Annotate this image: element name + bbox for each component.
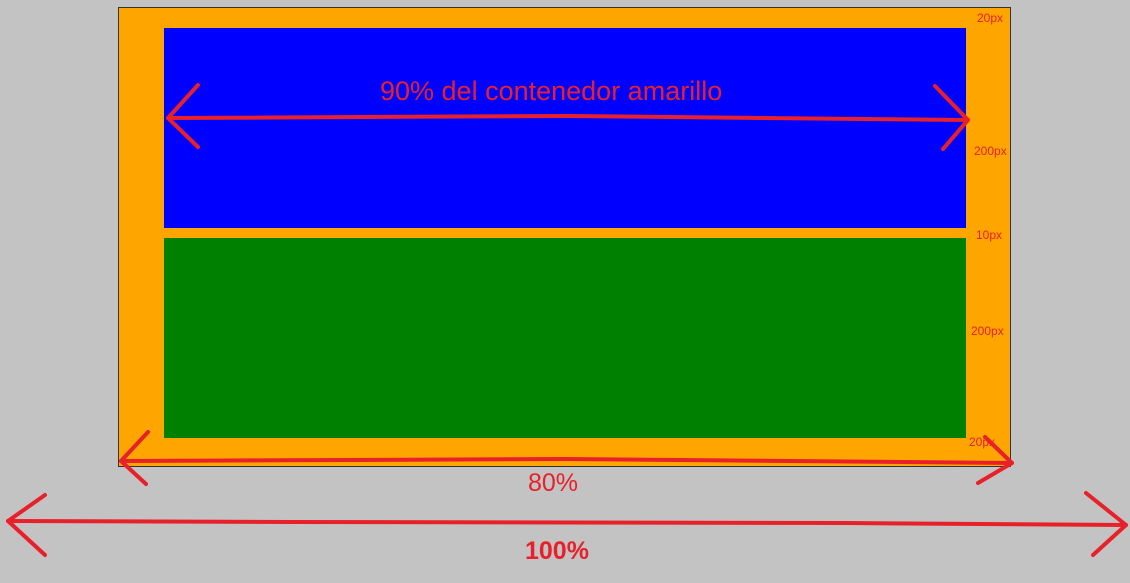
outer-width-label: 80%: [528, 469, 579, 497]
green-height-label: 200px: [971, 324, 1004, 338]
top-padding-label: 20px: [977, 11, 1004, 25]
inner-width-label: 90% del contenedor amarillo: [380, 76, 723, 106]
page-width-arrow: [6, 519, 1128, 527]
blue-height-label: 200px: [974, 144, 1007, 158]
bottom-padding-label: 20px: [969, 435, 996, 449]
page-width-arrow-left-head: [6, 493, 47, 557]
green-block: [164, 238, 966, 438]
page-width-label: 100%: [525, 537, 589, 565]
blue-block: [164, 28, 966, 228]
page-width-arrow-right-head: [1084, 491, 1128, 557]
gap-label: 10px: [976, 228, 1003, 242]
